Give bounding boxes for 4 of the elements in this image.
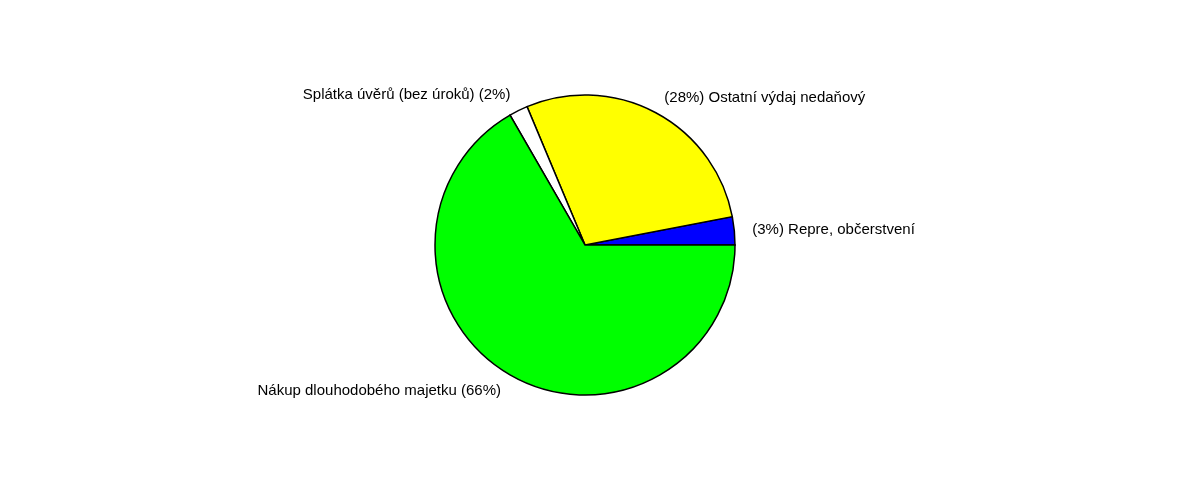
slice-label: Splátka úvěrů (bez úroků) (2%) [302,85,511,103]
slice-label: Nákup dlouhodobého majetku (66%) [257,381,501,399]
slice-label: (3%) Repre, občerstvení [752,220,916,238]
slice-label: (28%) Ostatní výdaj nedaňový [664,87,866,105]
